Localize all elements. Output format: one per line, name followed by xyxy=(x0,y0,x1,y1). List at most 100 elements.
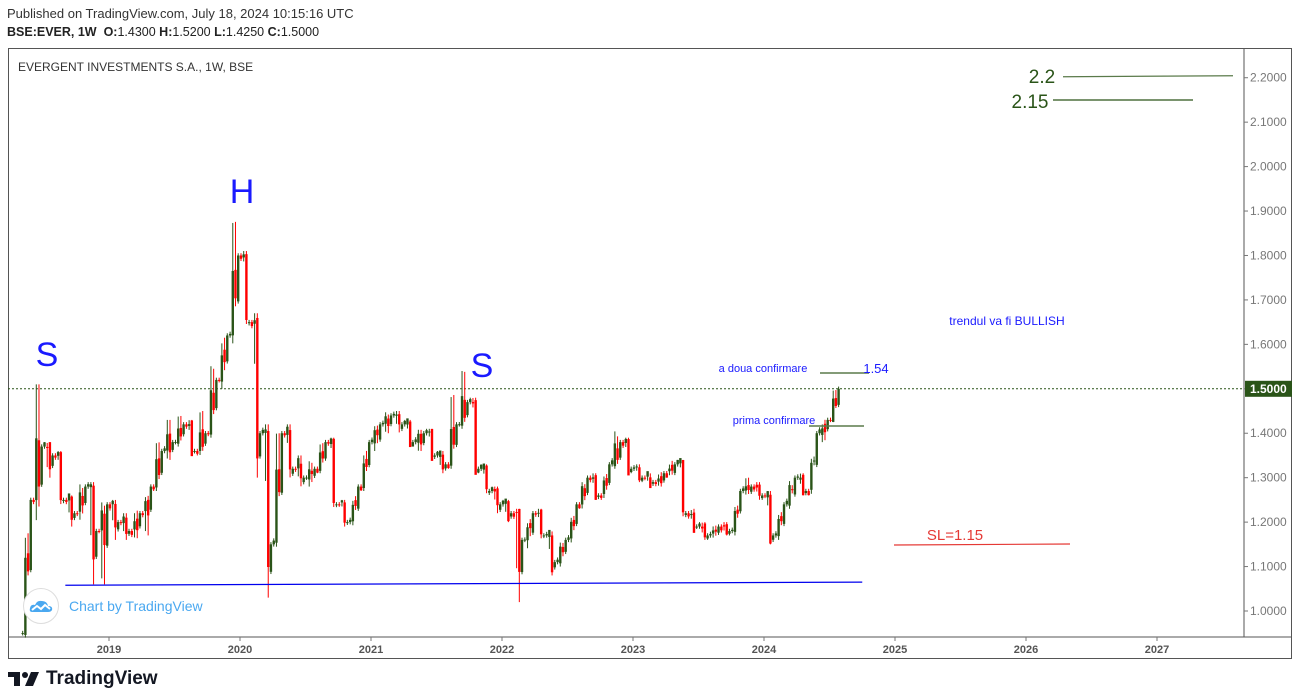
pattern-label-left-shoulder: S xyxy=(36,336,59,374)
candle-body xyxy=(783,504,785,524)
candle-body xyxy=(40,447,42,485)
candle-body xyxy=(758,485,760,496)
candle-body xyxy=(556,560,558,562)
candle-body xyxy=(79,492,81,511)
candle-body xyxy=(592,477,594,478)
candle-body xyxy=(90,484,92,487)
candle-body xyxy=(439,451,441,457)
tradingview-watermark[interactable]: Chart by TradingView xyxy=(23,588,203,624)
y-tick-label: 1.6000 xyxy=(1250,337,1287,351)
candle-body xyxy=(221,355,223,381)
candle-body xyxy=(177,429,179,444)
candle-body xyxy=(109,504,111,508)
candle-body xyxy=(256,318,258,458)
candle-body xyxy=(756,485,758,488)
candle-body xyxy=(188,424,190,426)
candle-body xyxy=(526,527,528,540)
candle-body xyxy=(750,487,752,492)
candle-body xyxy=(674,464,676,473)
candle-body xyxy=(532,513,534,532)
candle-body xyxy=(619,442,621,458)
footer-brand[interactable]: TradingView xyxy=(8,668,158,690)
candle-body xyxy=(829,420,831,421)
candle-body xyxy=(559,547,561,564)
candle-body xyxy=(387,419,389,427)
candle-body xyxy=(87,484,89,486)
candle-body xyxy=(614,443,616,466)
candle-body xyxy=(794,478,796,495)
candle-body xyxy=(589,478,591,480)
candle-body xyxy=(117,522,119,529)
candle-body xyxy=(734,511,736,532)
candle-body xyxy=(210,390,212,434)
candle-body xyxy=(262,430,264,433)
candle-body xyxy=(308,469,310,479)
candle-body xyxy=(395,414,397,415)
candle-body xyxy=(68,493,70,500)
candle-body xyxy=(204,433,206,443)
candle-body xyxy=(297,458,299,468)
candle-body xyxy=(810,463,812,490)
candle-body xyxy=(461,396,463,426)
candle-body xyxy=(646,471,648,477)
candle-body xyxy=(428,431,430,432)
candle-body xyxy=(545,534,547,535)
candle-body xyxy=(641,478,643,481)
candle-body xyxy=(706,535,708,538)
candle-body xyxy=(202,429,204,447)
candle-body xyxy=(414,439,416,442)
candle-body xyxy=(728,531,730,534)
candle-body xyxy=(152,487,154,490)
candle-body xyxy=(570,522,572,539)
candle-body xyxy=(223,350,225,362)
candle-body xyxy=(548,530,550,537)
candle-body xyxy=(35,438,37,500)
target-label-2-15: 2.15 xyxy=(1012,92,1049,113)
candle-body xyxy=(764,495,766,496)
candle-body xyxy=(816,433,818,465)
candle-body xyxy=(365,459,367,467)
candle-body xyxy=(709,534,711,536)
candle-body xyxy=(240,255,242,258)
candle-body xyxy=(726,524,728,534)
candle-body xyxy=(32,500,34,502)
candle-body xyxy=(433,455,435,456)
candle-body xyxy=(431,429,433,461)
candle-body xyxy=(586,478,588,493)
candle-body xyxy=(193,451,195,452)
candle-body xyxy=(720,527,722,531)
candle-body xyxy=(693,513,695,533)
candle-body xyxy=(505,499,507,504)
candle-body xyxy=(690,514,692,515)
y-tick-label: 1.4000 xyxy=(1250,426,1287,440)
candle-body xyxy=(802,475,804,495)
y-tick-label: 1.2000 xyxy=(1250,515,1287,529)
candle-body xyxy=(835,398,837,406)
y-tick-label: 1.9000 xyxy=(1250,204,1287,218)
candle-body xyxy=(704,523,706,537)
candle-body xyxy=(603,480,605,494)
candle-body xyxy=(76,513,78,514)
x-tick-label: 2027 xyxy=(1145,644,1169,656)
candle-body xyxy=(496,488,498,505)
candle-body xyxy=(799,478,801,480)
candle-body xyxy=(469,399,471,402)
candle-body xyxy=(551,535,553,572)
candle-body xyxy=(608,464,610,483)
candle-body xyxy=(584,488,586,496)
candle-body xyxy=(567,537,569,540)
candle-body xyxy=(562,547,564,552)
candle-body xyxy=(687,513,689,516)
pattern-label-head: H xyxy=(230,173,255,211)
candle-body xyxy=(81,496,83,505)
candle-body xyxy=(564,540,566,552)
candle-body xyxy=(114,504,116,527)
candle-body xyxy=(485,466,487,490)
candle-body xyxy=(780,516,782,521)
stop-loss-label: SL=1.15 xyxy=(927,527,983,544)
candle-body xyxy=(133,521,135,529)
candle-body xyxy=(95,531,97,557)
candle-body xyxy=(180,428,182,436)
candle-body xyxy=(305,478,307,479)
y-tick-label: 2.2000 xyxy=(1250,71,1287,85)
